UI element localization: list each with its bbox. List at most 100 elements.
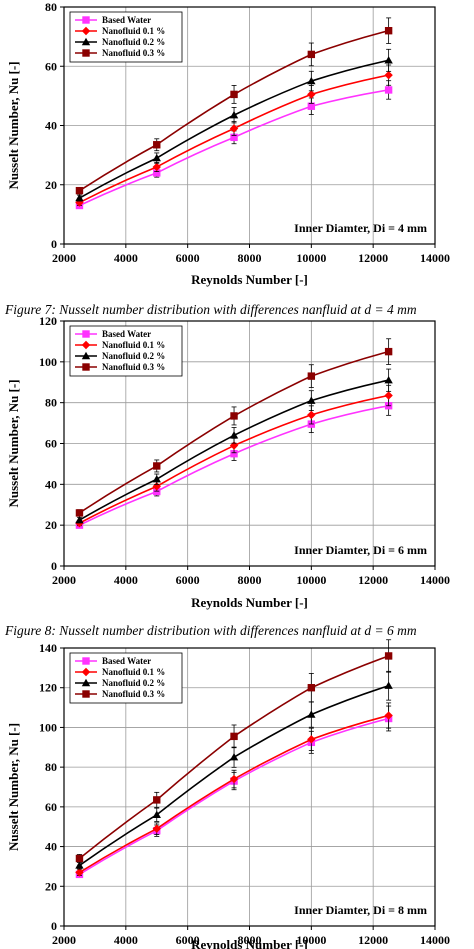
legend-entry: Nanofluid 0.3 % <box>102 689 165 699</box>
x-tick-label: 2000 <box>52 251 76 265</box>
legend-entry: Nanofluid 0.2 % <box>102 37 165 47</box>
data-point <box>307 90 316 99</box>
y-tick-label: 60 <box>45 437 57 451</box>
x-tick-label: 8000 <box>238 251 262 265</box>
series-3 <box>75 48 393 202</box>
chart-3: 2000 4000 6000 8000 10000 12000 14000 0 20 40 60 80… <box>6 639 450 949</box>
x-tick-label: 12000 <box>358 251 388 265</box>
plot-annotation: Inner Diamter, Di = 4 mm <box>294 221 427 235</box>
data-point <box>82 657 90 665</box>
legend-entry: Nanofluid 0.3 % <box>102 48 165 58</box>
data-point <box>384 391 393 400</box>
series-4 <box>75 17 393 195</box>
legend-entry: Nanofluid 0.1 % <box>102 340 165 350</box>
data-point <box>384 56 393 64</box>
data-point <box>307 50 316 59</box>
legend-entry: Based Water <box>102 15 151 25</box>
data-point <box>81 351 91 360</box>
data-point <box>75 515 84 524</box>
legend-entry: Nanofluid 0.1 % <box>102 26 165 36</box>
data-point <box>82 690 90 698</box>
x-axis-label: Reynolds Number [-] <box>191 272 308 287</box>
data-point <box>384 86 393 94</box>
y-tick-label: 40 <box>45 477 57 491</box>
legend-entry: Nanofluid 0.1 % <box>102 667 165 677</box>
data-point <box>307 76 316 85</box>
y-tick-label: 40 <box>45 119 57 133</box>
x-tick-label: 14000 <box>420 933 450 947</box>
data-point <box>152 810 161 818</box>
series-3 <box>75 368 393 524</box>
data-point <box>152 475 161 483</box>
series-4 <box>75 338 393 517</box>
y-axis-label: Nusselt Number, Nu [-] <box>6 723 21 851</box>
data-point <box>384 70 393 80</box>
x-tick-label: 2000 <box>52 933 76 947</box>
data-point <box>152 153 161 162</box>
legend-entry: Nanofluid 0.2 % <box>102 351 165 361</box>
y-tick-label: 60 <box>45 59 57 73</box>
data-point <box>307 410 316 420</box>
y-tick-label: 0 <box>51 237 57 251</box>
data-point <box>75 193 84 202</box>
data-point <box>82 49 90 57</box>
y-tick-label: 140 <box>39 641 57 655</box>
data-point <box>75 509 84 517</box>
data-point <box>152 824 161 833</box>
data-point <box>152 482 161 491</box>
data-point <box>384 347 393 356</box>
data-point <box>153 462 161 470</box>
data-point <box>229 431 239 439</box>
y-tick-label: 80 <box>45 760 57 774</box>
x-tick-label: 8000 <box>238 933 262 947</box>
y-tick-label: 20 <box>45 518 57 532</box>
legend-entry: Based Water <box>102 329 151 339</box>
x-tick-label: 10000 <box>296 933 326 947</box>
data-point <box>82 330 90 338</box>
x-tick-label: 2000 <box>52 573 76 587</box>
plot-annotation: Inner Diamter, Di = 6 mm <box>294 543 427 557</box>
x-tick-label: 6000 <box>176 573 200 587</box>
data-point <box>75 186 84 195</box>
data-point <box>307 102 316 110</box>
x-tick-label: 14000 <box>420 573 450 587</box>
data-point <box>307 684 316 692</box>
data-point <box>384 652 393 660</box>
data-point <box>75 868 84 877</box>
y-axis-label: Nusselt Number, Nu [-] <box>6 379 21 507</box>
data-point <box>384 711 393 720</box>
data-point <box>75 854 84 863</box>
y-tick-label: 80 <box>45 396 57 410</box>
x-tick-label: 12000 <box>358 933 388 947</box>
figure-caption: Figure 8: Nusselt number distribution wi… <box>4 623 417 638</box>
x-tick-label: 4000 <box>114 933 138 947</box>
chart-2: 2000 4000 6000 8000 10000 12000 14000 0 20 40 60 80… <box>6 314 450 610</box>
chart-1: 2000 4000 6000 8000 10000 12000 14000 0 20 40 60 80… <box>6 0 450 287</box>
data-point <box>153 796 161 804</box>
data-point <box>307 710 316 718</box>
data-point <box>230 90 238 99</box>
y-tick-label: 40 <box>45 840 57 854</box>
x-tick-label: 8000 <box>238 573 262 587</box>
data-point <box>307 372 316 380</box>
y-tick-label: 120 <box>39 681 57 695</box>
data-point <box>152 162 161 172</box>
data-point <box>82 363 90 371</box>
data-point <box>230 732 238 741</box>
y-axis-label: Nusselt Number, Nu [-] <box>6 61 21 189</box>
y-tick-label: 100 <box>39 720 57 734</box>
y-tick-label: 80 <box>45 0 57 14</box>
data-point <box>229 753 239 761</box>
x-tick-label: 4000 <box>114 573 138 587</box>
y-tick-label: 100 <box>39 355 57 369</box>
x-tick-label: 14000 <box>420 251 450 265</box>
y-tick-label: 0 <box>51 919 57 933</box>
data-point <box>384 376 393 384</box>
data-point <box>81 26 91 36</box>
figure-caption: Figure 7: Nusselt number distribution wi… <box>4 302 417 317</box>
data-point <box>307 396 316 404</box>
x-axis-label: Reynolds Number [-] <box>191 595 308 610</box>
series-4 <box>75 639 393 863</box>
x-tick-label: 4000 <box>114 251 138 265</box>
